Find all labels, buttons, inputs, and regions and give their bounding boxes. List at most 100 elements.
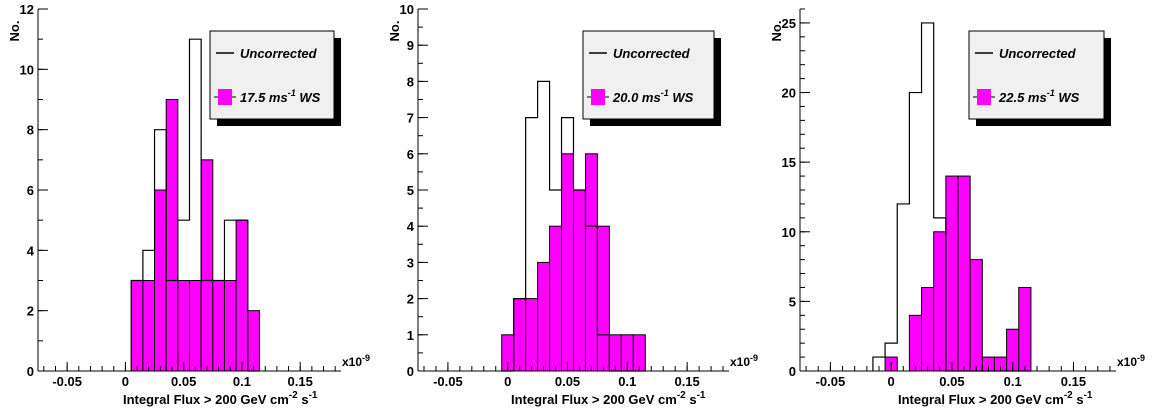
legend-box — [209, 30, 335, 120]
legend-fill-icon — [218, 89, 232, 105]
histogram-panel-2: -0.05 0 0.05 0.1 0.15 0 1 2 3 4 5 6 7 8 9 10 No. Integral… — [387, 2, 758, 407]
y-tick-label: 4 — [407, 219, 415, 234]
x-axis-title-main: Integral Flux > 200 GeV cm — [123, 392, 289, 407]
legend-label-filled: 17.5 ms-1 WS — [240, 88, 321, 105]
x-tick-label: 0.1 — [1004, 374, 1022, 389]
x-axis-title-main: Integral Flux > 200 GeV cm — [511, 392, 677, 407]
x-tick-label: 0.05 — [939, 374, 964, 389]
legend-label-filled-suffix: WS — [669, 90, 694, 105]
legend-label-filled: 20.0 ms-1 WS — [612, 88, 694, 105]
x-axis-title-sup1: -2 — [1064, 390, 1073, 401]
y-axis-title: No. — [7, 21, 22, 42]
x-tick-label: 0 — [504, 374, 511, 389]
y-tick-label: 25 — [782, 16, 796, 31]
filled-bar — [957, 175, 971, 372]
legend-label-filled-sup: -1 — [661, 88, 669, 98]
filled-bar — [142, 280, 156, 372]
filled-bar — [200, 159, 214, 372]
y-tick-label: 10 — [20, 62, 34, 77]
y-tick-label: 1 — [407, 328, 414, 343]
y-axis-title: No. — [387, 21, 402, 42]
x-axis-multiplier-base: x10 — [1117, 355, 1137, 369]
filled-bar — [189, 280, 202, 372]
legend-box — [968, 30, 1105, 120]
filled-bar — [549, 225, 563, 372]
legend-label-filled-main: 20.0 ms — [612, 90, 661, 105]
x-axis-title: Integral Flux > 200 GeV cm-2 s-1 — [898, 390, 1093, 407]
y-tick-label: 5 — [789, 294, 796, 309]
filled-bar — [608, 334, 622, 372]
filled-bar — [177, 280, 191, 372]
filled-bar — [908, 314, 923, 372]
y-tick-label: 6 — [407, 147, 414, 162]
x-tick-label: -0.05 — [433, 374, 463, 389]
x-tick-label: 0.05 — [171, 374, 196, 389]
x-tick-label: 0 — [888, 374, 895, 389]
x-axis-multiplier: x10-9 — [1117, 353, 1145, 369]
y-tick-label: 7 — [407, 111, 414, 126]
filled-bar — [933, 231, 947, 372]
x-axis-title-sup2: -1 — [697, 390, 706, 401]
legend: Uncorrected 17.5 ms-1 WS — [209, 30, 341, 126]
x-axis-multiplier-base: x10 — [730, 355, 750, 369]
legend-box — [582, 30, 715, 120]
histogram-panel-1: -0.05 0 0.05 0.1 0.15 0 2 4 6 8 10 12 No. Integral Fl… — [7, 2, 370, 407]
filled-bar — [632, 334, 646, 372]
legend: Uncorrected 20.0 ms-1 WS — [582, 30, 721, 126]
x-axis-multiplier-base: x10 — [342, 355, 362, 369]
filled-bar — [212, 280, 225, 372]
x-axis-title: Integral Flux > 200 GeV cm-2 s-1 — [511, 390, 706, 407]
y-tick-label: 6 — [27, 183, 34, 198]
y-tick-label: 15 — [782, 155, 796, 170]
filled-bar — [537, 261, 551, 372]
x-axis-multiplier-exp: -9 — [1137, 353, 1145, 363]
x-axis-title-main: Integral Flux > 200 GeV cm — [898, 392, 1064, 407]
filled-bar — [154, 189, 167, 372]
legend-label-filled: 22.5 ms-1 WS — [998, 88, 1080, 105]
filled-bar — [223, 280, 237, 372]
x-axis-multiplier: x10-9 — [342, 353, 370, 369]
filled-bar — [247, 310, 260, 372]
y-axis-title: No. — [769, 21, 784, 42]
x-tick-label: 0.15 — [288, 374, 313, 389]
x-axis-title-mid: s — [1073, 392, 1084, 407]
x-axis-title-mid: s — [686, 392, 697, 407]
x-tick-label: -0.05 — [816, 374, 846, 389]
x-axis-title-sup1: -2 — [677, 390, 686, 401]
y-tick-label: 8 — [407, 74, 414, 89]
y-tick-label: 4 — [27, 243, 35, 258]
filled-bar — [525, 298, 539, 372]
legend-fill-icon — [977, 89, 991, 105]
filled-bar — [969, 259, 983, 372]
x-axis-title-mid: s — [298, 392, 309, 407]
x-axis-title-sup2: -1 — [309, 390, 318, 401]
y-tick-label: 8 — [27, 123, 34, 138]
x-tick-label: 0.05 — [555, 374, 580, 389]
uncorrected-outline-series — [501, 80, 646, 372]
legend-label-filled-main: 22.5 ms — [998, 90, 1047, 105]
filled-bar — [235, 219, 249, 372]
legend-label-filled-suffix: WS — [1055, 90, 1080, 105]
y-tick-label: 9 — [407, 38, 414, 53]
filled-bar — [513, 298, 527, 372]
x-axis-title-sup1: -2 — [289, 390, 298, 401]
legend-label-filled-sup: -1 — [1047, 88, 1055, 98]
x-axis-multiplier: x10-9 — [730, 353, 758, 369]
y-tick-label: 10 — [400, 2, 414, 17]
x-axis-title-sup2: -1 — [1084, 390, 1093, 401]
legend-fill-icon — [591, 89, 605, 105]
legend-label-uncorrected: Uncorrected — [240, 46, 318, 61]
y-tick-label: 2 — [407, 292, 414, 307]
y-tick-label: 2 — [27, 304, 34, 319]
x-axis-title: Integral Flux > 200 GeV cm-2 s-1 — [123, 390, 318, 407]
legend-label-filled-sup: -1 — [288, 88, 296, 98]
x-tick-label: 0 — [122, 374, 129, 389]
filled-bar — [573, 189, 586, 372]
x-axis-multiplier-exp: -9 — [362, 353, 370, 363]
filled-bar — [1018, 286, 1032, 372]
filled-bar — [596, 225, 610, 372]
y-tick-label: 3 — [407, 255, 414, 270]
filled-bar — [945, 175, 959, 372]
